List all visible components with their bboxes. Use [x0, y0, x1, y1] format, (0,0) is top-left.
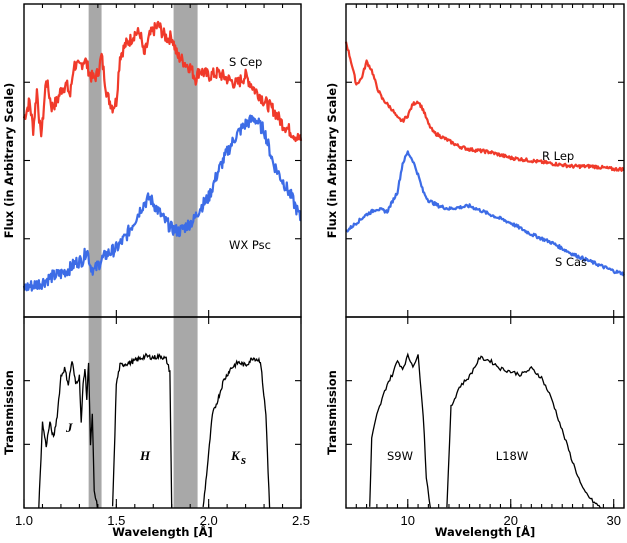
- band-label-k: K: [230, 448, 241, 463]
- annotation-s-cas: S Cas: [555, 255, 587, 269]
- left-xtick-label: 1.0: [15, 513, 33, 528]
- left-xtick-label: 2.0: [200, 513, 218, 528]
- annotation-r-lep: R Lep: [542, 149, 574, 163]
- right-flux-ylabel: Flux (in Arbitrary Scale): [325, 83, 339, 239]
- band-label-l18w: L18W: [496, 449, 528, 463]
- band-label-s9w: S9W: [387, 449, 413, 463]
- right-xtick-label: 30: [606, 513, 620, 528]
- right-flux-series-s-cas: [345, 150, 625, 277]
- annotation-s-cep: S Cep: [229, 55, 262, 69]
- left-flux-series-s-cep: [22, 20, 303, 143]
- band-label-k-subscript: s: [240, 452, 246, 467]
- left-flux-series-wx-psc: [22, 114, 302, 292]
- left-flux-ylabel: Flux (in Arbitrary Scale): [2, 83, 16, 239]
- right-transmission-ylabel: Transmission: [325, 370, 339, 455]
- left-xtick-label: 1.5: [107, 513, 125, 528]
- left-xtick-label: 2.5: [292, 513, 310, 528]
- left-transmission-ylabel: Transmission: [2, 370, 16, 455]
- right-flux-series-r-lep: [344, 41, 625, 172]
- right-xtick-label: 10: [401, 513, 415, 528]
- left-transmission-curve-ks: [202, 356, 271, 509]
- shaded-region-2: [173, 4, 198, 508]
- right-transmission-curve-s9w: [369, 352, 432, 509]
- panel-frame-lt: [23, 316, 302, 509]
- panel-frame-rt: [345, 316, 625, 509]
- left-transmission-curve-h: [111, 352, 173, 509]
- left-transmission-curve-j: [38, 361, 99, 509]
- band-label-j: J: [65, 420, 73, 435]
- shaded-region-1: [88, 4, 102, 508]
- annotation-wx-psc: WX Psc: [229, 238, 271, 252]
- panel-frame-rf: [345, 3, 625, 318]
- band-label-h: H: [139, 448, 151, 463]
- right-xtick-label: 20: [504, 513, 518, 528]
- left-xlabel: Wavelength [Å]: [112, 524, 213, 539]
- right-xlabel: Wavelength [Å]: [435, 524, 536, 539]
- right-transmission-curve-l18w: [446, 355, 602, 509]
